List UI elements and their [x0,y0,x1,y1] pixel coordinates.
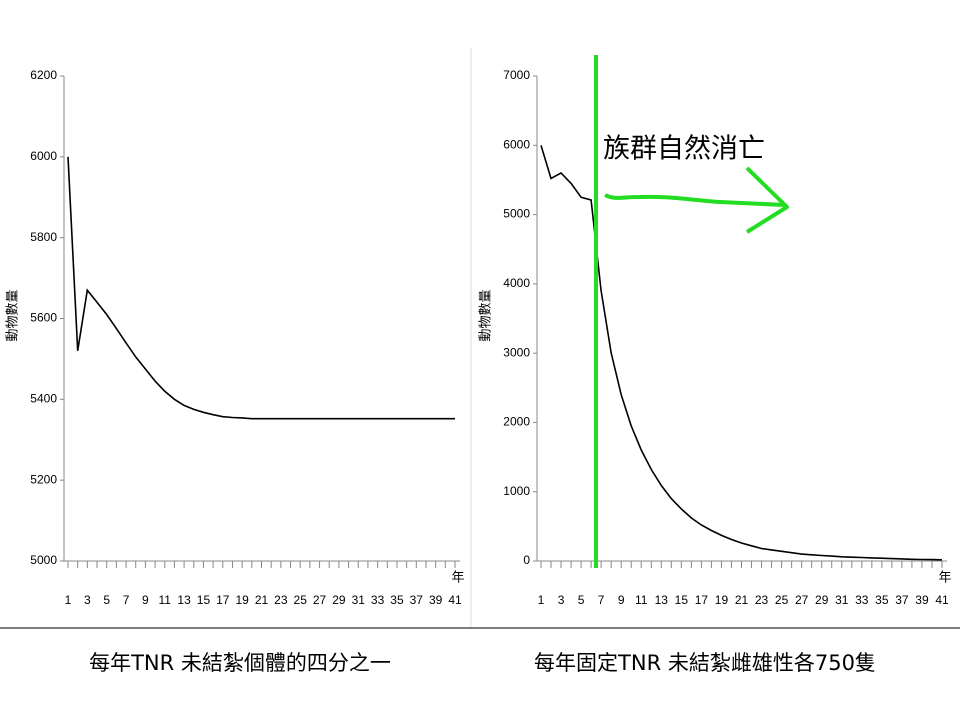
y-tick-label: 2000 [503,415,530,429]
x-tick-label: 17 [695,593,709,607]
y-tick-label: 0 [523,553,530,567]
y-tick-label: 5000 [30,553,57,567]
y-tick-label: 5000 [503,207,530,221]
x-tick-label: 31 [352,593,366,607]
y-tick-label: 5600 [30,311,57,325]
x-tick-label: 27 [313,593,327,607]
x-tick-label: 13 [655,593,669,607]
annotation: 族群自然消亡 [603,134,765,165]
x-tick-label: 17 [216,593,230,607]
x-tick-label: 37 [895,593,909,607]
y-tick-label: 5400 [30,392,57,406]
x-tick-label: 19 [715,593,729,607]
x-tick-label: 11 [635,593,648,607]
y-tick-label: 3000 [503,345,530,359]
y-tick-label: 6200 [30,68,57,82]
x-tick-label: 31 [835,593,849,607]
x-tick-label: 33 [855,593,869,607]
x-tick-label: 7 [123,593,130,607]
y-tick-label: 7000 [503,68,530,82]
x-tick-label: 15 [675,593,689,607]
x-axis-label: 年 [451,571,464,586]
x-tick-label: 29 [332,593,346,607]
x-tick-label: 23 [755,593,769,607]
y-axis-label: 動物數量 [479,289,494,341]
chart-caption: 每年固定TNR 未結紮雌雄性各750隻 [534,651,876,675]
x-tick-label: 11 [159,593,172,607]
x-tick-label: 25 [294,593,308,607]
x-tick-label: 25 [775,593,789,607]
x-tick-label: 39 [915,593,929,607]
x-tick-label: 3 [84,593,91,607]
x-tick-label: 29 [815,593,829,607]
x-tick-label: 9 [618,593,625,607]
y-axis-label: 動物數量 [6,289,21,341]
x-tick-label: 15 [197,593,211,607]
x-tick-label: 39 [429,593,443,607]
annotation-arrow [604,166,789,234]
x-tick-label: 37 [410,593,424,607]
x-axis-label: 年 [938,571,951,586]
x-tick-label: 41 [935,593,949,607]
data-line [67,156,455,420]
x-tick-label: 27 [795,593,809,607]
y-tick-label: 5200 [30,472,57,486]
y-tick-label: 6000 [30,149,57,163]
y-tick-label: 1000 [503,484,530,498]
x-tick-label: 9 [142,593,149,607]
x-tick-label: 7 [598,593,605,607]
x-tick-label: 19 [235,593,249,607]
y-tick-label: 4000 [503,276,530,290]
x-tick-label: 35 [390,593,404,607]
y-tick-label: 6000 [503,137,530,151]
chart-caption: 每年TNR 未結紮個體的四分之一 [89,651,391,675]
x-tick-label: 21 [255,593,269,607]
x-tick-label: 33 [371,593,385,607]
data-line [540,145,943,561]
x-tick-label: 3 [558,593,565,607]
x-tick-label: 13 [177,593,191,607]
x-tick-label: 23 [274,593,288,607]
x-tick-label: 35 [875,593,889,607]
x-tick-label: 1 [65,593,72,607]
x-tick-label: 41 [448,593,462,607]
x-tick-label: 1 [538,593,545,607]
x-tick-label: 5 [578,593,585,607]
x-tick-label: 21 [735,593,749,607]
y-tick-label: 5800 [30,230,57,244]
x-tick-label: 5 [103,593,110,607]
